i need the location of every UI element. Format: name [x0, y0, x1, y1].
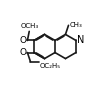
Text: N: N	[77, 35, 85, 45]
Text: O: O	[20, 36, 27, 45]
Text: OCH₃: OCH₃	[20, 23, 38, 29]
Text: O: O	[20, 48, 27, 57]
Text: CH₃: CH₃	[69, 22, 82, 28]
Text: OC₂H₅: OC₂H₅	[40, 63, 61, 69]
